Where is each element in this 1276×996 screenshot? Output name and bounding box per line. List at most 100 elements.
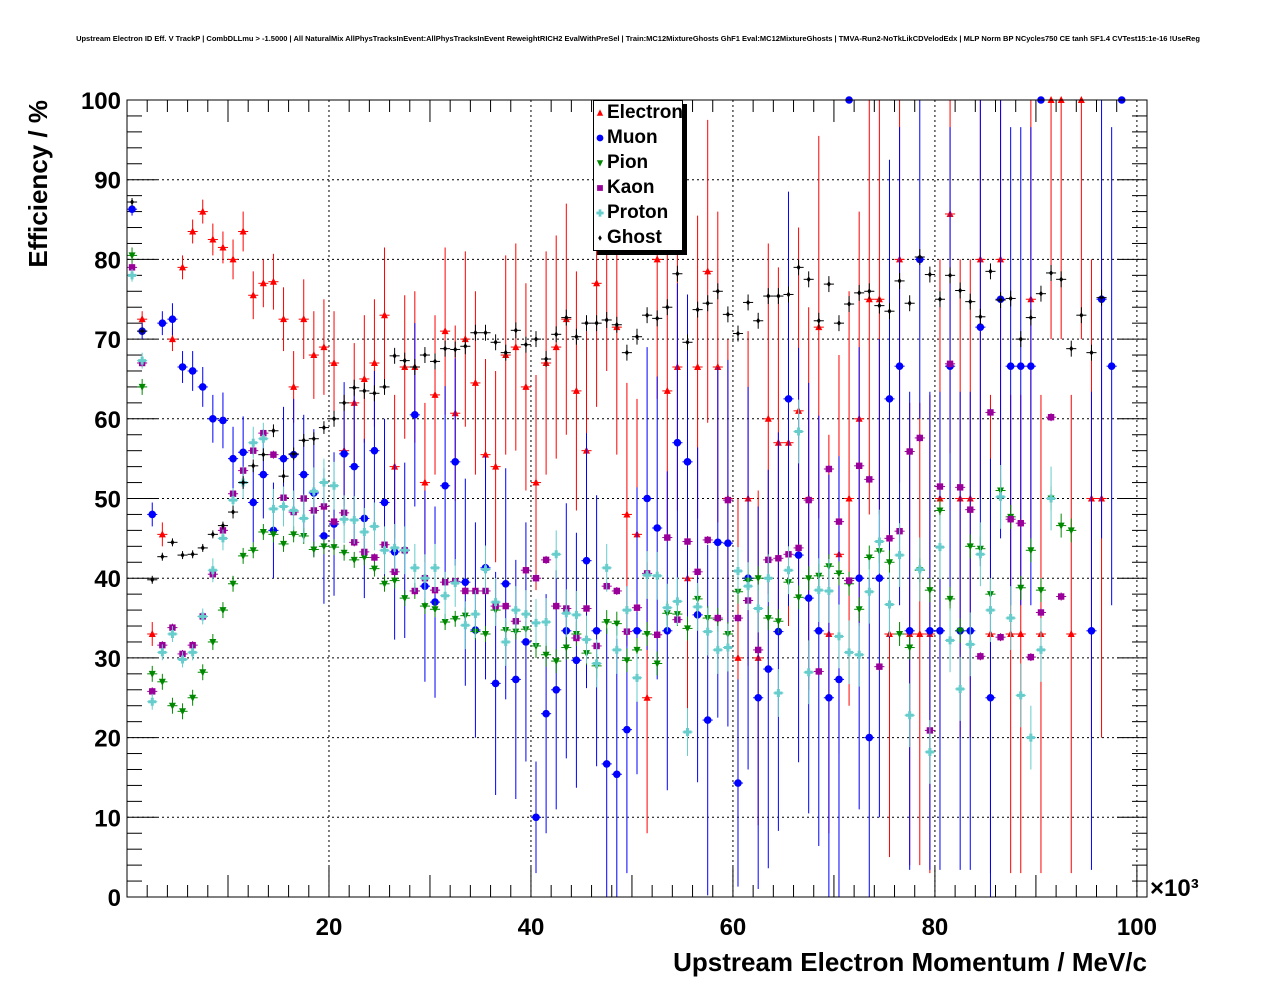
ghost-diamond-marker bbox=[927, 271, 932, 278]
muon-circle-marker bbox=[1016, 362, 1025, 370]
ghost-diamond-marker bbox=[1018, 336, 1023, 343]
muon-circle-marker bbox=[168, 315, 177, 323]
proton-cross-marker bbox=[572, 610, 581, 619]
electron-triangle-marker bbox=[179, 263, 187, 271]
kaon-square-marker bbox=[613, 587, 621, 595]
electron-triangle-marker bbox=[532, 478, 540, 486]
ghost-diamond-marker bbox=[836, 320, 841, 327]
proton-cross-marker bbox=[865, 587, 874, 596]
proton-cross-marker bbox=[834, 632, 843, 641]
pion-triangle-marker bbox=[239, 552, 247, 560]
x-multiplier: ×10³ bbox=[1150, 875, 1199, 902]
ghost-diamond-marker bbox=[756, 317, 761, 324]
muon-circle-marker bbox=[249, 498, 258, 507]
ghost-diamond-marker bbox=[150, 576, 155, 583]
kaon-square-marker bbox=[825, 465, 833, 473]
proton-cross-marker bbox=[643, 571, 652, 580]
muon-circle-marker bbox=[441, 481, 449, 490]
muon-circle-marker bbox=[764, 665, 773, 673]
muon-circle-marker bbox=[1107, 362, 1116, 370]
ghost-diamond-marker bbox=[1069, 345, 1074, 352]
kaon-square-marker bbox=[805, 496, 812, 504]
electron-triangle-marker bbox=[168, 335, 176, 343]
electron-triangle-marker bbox=[714, 362, 722, 370]
proton-cross-marker bbox=[804, 668, 813, 677]
ghost-diamond-marker bbox=[705, 300, 710, 307]
y-tick-label: 70 bbox=[94, 327, 121, 354]
kaon-square-marker bbox=[724, 496, 732, 504]
muon-circle-marker bbox=[1006, 362, 1015, 370]
pion-triangle-marker bbox=[128, 252, 136, 260]
kaon-square-marker bbox=[946, 360, 954, 368]
ghost-diamond-marker bbox=[1059, 276, 1064, 283]
series-pion bbox=[127, 247, 1077, 720]
ghost-diamond-marker bbox=[342, 399, 347, 406]
kaon-square-marker bbox=[633, 604, 641, 611]
pion-triangle-marker bbox=[451, 615, 459, 623]
kaon-square-marker bbox=[684, 538, 691, 545]
ghost-diamond-marker bbox=[483, 329, 488, 336]
kaon-square-marker bbox=[967, 506, 974, 513]
pion-triangle-marker bbox=[936, 507, 944, 515]
ghost-diamond-marker bbox=[948, 272, 953, 279]
electron-triangle-marker bbox=[219, 243, 227, 251]
muon-circle-marker bbox=[451, 458, 460, 466]
ghost-diamond-marker bbox=[130, 199, 135, 206]
muon-circle-marker bbox=[340, 450, 348, 458]
muon-circle-marker bbox=[501, 579, 510, 588]
kaon-square-marker bbox=[795, 544, 802, 552]
ghost-diamond-marker bbox=[443, 345, 448, 352]
pion-triangle-marker bbox=[320, 543, 328, 551]
muon-circle-marker bbox=[158, 319, 167, 327]
proton-cross-marker bbox=[471, 610, 480, 619]
electron-triangle-marker bbox=[280, 315, 288, 323]
ghost-diamond-marker bbox=[695, 306, 700, 313]
kaon-square-marker bbox=[1027, 653, 1035, 661]
proton-cross-marker bbox=[1047, 494, 1056, 503]
muon-circle-marker bbox=[522, 638, 530, 646]
proton-cross-marker bbox=[552, 550, 561, 559]
ghost-diamond-marker bbox=[170, 539, 175, 546]
ghost-diamond-marker bbox=[806, 276, 811, 283]
electron-triangle-marker bbox=[330, 359, 338, 367]
proton-cross-marker bbox=[824, 586, 833, 595]
proton-cross-marker bbox=[915, 565, 924, 574]
pion-triangle-marker bbox=[158, 678, 166, 686]
electron-triangle-marker bbox=[522, 382, 530, 390]
electron-triangle-marker bbox=[360, 374, 368, 382]
y-tick-label: 50 bbox=[94, 487, 121, 514]
ghost-diamond-marker bbox=[685, 339, 690, 346]
proton-cross-marker bbox=[733, 567, 742, 576]
proton-cross-marker bbox=[350, 516, 359, 525]
electron-triangle-marker bbox=[653, 255, 661, 263]
pion-triangle-marker bbox=[562, 644, 570, 652]
proton-cross-marker bbox=[794, 427, 803, 436]
proton-cross-marker bbox=[814, 586, 823, 595]
proton-cross-marker bbox=[592, 659, 601, 668]
kaon-square-marker bbox=[734, 614, 742, 622]
ghost-diamond-marker bbox=[897, 277, 902, 284]
ghost-diamond-marker bbox=[766, 293, 771, 300]
pion-triangle-marker bbox=[596, 160, 604, 167]
electron-triangle-marker bbox=[310, 351, 318, 359]
kaon-square-marker bbox=[1017, 520, 1024, 527]
proton-cross-marker bbox=[1016, 691, 1025, 700]
y-tick-label: 80 bbox=[94, 247, 121, 274]
kaon-marker-icon bbox=[597, 185, 603, 191]
ghost-diamond-marker bbox=[251, 462, 256, 469]
kaon-square-marker bbox=[987, 409, 994, 416]
proton-cross-marker bbox=[1026, 733, 1035, 742]
ghost-diamond-marker bbox=[463, 343, 468, 350]
proton-cross-marker bbox=[542, 618, 551, 627]
pion-triangle-marker bbox=[754, 575, 762, 583]
proton-cross-marker bbox=[596, 209, 604, 217]
electron-triangle-marker bbox=[199, 207, 207, 215]
ghost-diamond-marker bbox=[604, 316, 609, 323]
x-tick-label: 60 bbox=[720, 914, 747, 941]
ghost-diamond-marker bbox=[958, 287, 963, 294]
proton-cross-marker bbox=[683, 728, 692, 737]
legend-item-pion: Pion bbox=[594, 150, 648, 175]
kaon-square-marker bbox=[1057, 593, 1065, 600]
legend-item-ghost: Ghost bbox=[594, 225, 662, 250]
